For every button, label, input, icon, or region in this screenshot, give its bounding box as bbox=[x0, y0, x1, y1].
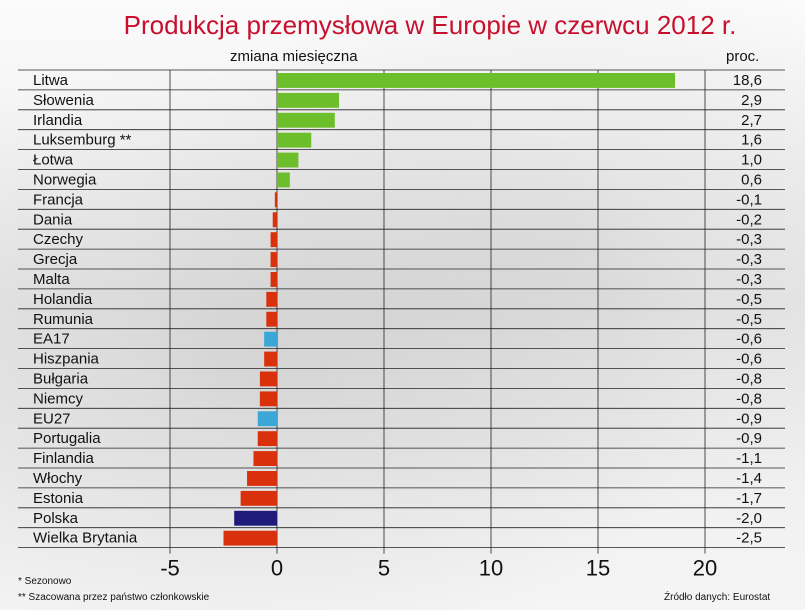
bar bbox=[277, 112, 335, 128]
category-label: Hiszpania bbox=[33, 351, 100, 368]
bar bbox=[257, 411, 277, 427]
category-label: Holandia bbox=[33, 291, 93, 308]
value-label: -0,9 bbox=[736, 430, 762, 447]
bar bbox=[277, 172, 290, 188]
value-label: -1,1 bbox=[736, 450, 762, 467]
bar bbox=[266, 311, 277, 327]
bar bbox=[240, 490, 277, 506]
bar bbox=[247, 471, 277, 486]
value-label: -0,1 bbox=[736, 191, 762, 208]
value-label: -0,5 bbox=[736, 291, 762, 308]
chart-title: Produkcja przemysłowa w Europie w czerwc… bbox=[123, 10, 737, 40]
x-tick-label: 15 bbox=[586, 556, 610, 581]
value-label: -0,6 bbox=[736, 351, 762, 368]
category-label: Finlandia bbox=[33, 450, 95, 467]
x-tick-label: 10 bbox=[479, 556, 503, 581]
bar bbox=[223, 530, 277, 546]
unit-label: proc. bbox=[726, 48, 760, 65]
value-label: 18,6 bbox=[733, 72, 762, 89]
value-label: -0,6 bbox=[736, 331, 762, 348]
category-label: Polska bbox=[33, 510, 79, 527]
category-label: Rumunia bbox=[33, 311, 94, 328]
category-label: Bułgaria bbox=[33, 371, 89, 388]
category-label: Estonia bbox=[33, 490, 84, 507]
bar bbox=[274, 192, 277, 208]
value-label: 2,7 bbox=[741, 112, 762, 129]
category-label: Grecja bbox=[33, 251, 78, 268]
footnote-seasonal: * Sezonowo bbox=[18, 576, 72, 587]
bar bbox=[272, 212, 277, 228]
value-label: -0,3 bbox=[736, 251, 762, 268]
category-label: Irlandia bbox=[33, 112, 83, 129]
value-label: -1,7 bbox=[736, 490, 762, 507]
category-label: Wielka Brytania bbox=[33, 530, 138, 547]
value-label: 1,6 bbox=[741, 132, 762, 149]
bar bbox=[277, 152, 299, 168]
category-label: Francja bbox=[33, 191, 84, 208]
category-label: Dania bbox=[33, 211, 73, 228]
value-label: 1,0 bbox=[741, 152, 762, 169]
chart-subtitle: zmiana miesięczna bbox=[230, 48, 358, 65]
category-label: Czechy bbox=[33, 231, 84, 248]
x-tick-label: 0 bbox=[271, 556, 283, 581]
value-label: -0,8 bbox=[736, 390, 762, 407]
category-label: Włochy bbox=[33, 470, 83, 487]
bar bbox=[253, 451, 277, 466]
x-tick-label: 5 bbox=[378, 556, 390, 581]
value-label: -0,8 bbox=[736, 371, 762, 388]
bar bbox=[277, 73, 676, 88]
bar bbox=[259, 391, 277, 407]
bar bbox=[277, 92, 340, 108]
x-tick-label: -5 bbox=[160, 556, 180, 581]
category-label: Portugalia bbox=[33, 430, 101, 447]
value-label: -1,4 bbox=[736, 470, 762, 487]
bar bbox=[277, 132, 312, 148]
value-label: -2,0 bbox=[736, 510, 762, 527]
category-label: Litwa bbox=[33, 72, 69, 89]
bar bbox=[264, 351, 277, 367]
x-tick-label: 20 bbox=[693, 556, 717, 581]
bar bbox=[264, 331, 277, 347]
value-label: -0,5 bbox=[736, 311, 762, 328]
category-label: Niemcy bbox=[33, 390, 84, 407]
bar bbox=[257, 431, 277, 447]
value-label: 2,9 bbox=[741, 92, 762, 109]
category-label: Słowenia bbox=[33, 92, 95, 109]
data-source: Źródło danych: Eurostat bbox=[664, 592, 771, 603]
category-label: Luksemburg ** bbox=[33, 132, 132, 149]
bar bbox=[270, 232, 277, 248]
bar bbox=[234, 510, 277, 526]
value-label: 0,6 bbox=[741, 172, 762, 189]
bar bbox=[270, 272, 277, 287]
category-label: EU27 bbox=[33, 410, 71, 427]
bar bbox=[270, 252, 277, 267]
value-label: -0,9 bbox=[736, 410, 762, 427]
category-label: Norwegia bbox=[33, 172, 97, 189]
value-label: -2,5 bbox=[736, 530, 762, 547]
value-label: -0,3 bbox=[736, 231, 762, 248]
category-label: EA17 bbox=[33, 331, 70, 348]
bar bbox=[266, 291, 277, 307]
category-label: Łotwa bbox=[33, 152, 74, 169]
value-label: -0,2 bbox=[736, 211, 762, 228]
footnote-estimated: ** Szacowana przez państwo członkowskie bbox=[18, 592, 210, 603]
category-label: Malta bbox=[33, 271, 70, 288]
bar bbox=[259, 371, 277, 387]
value-label: -0,3 bbox=[736, 271, 762, 288]
